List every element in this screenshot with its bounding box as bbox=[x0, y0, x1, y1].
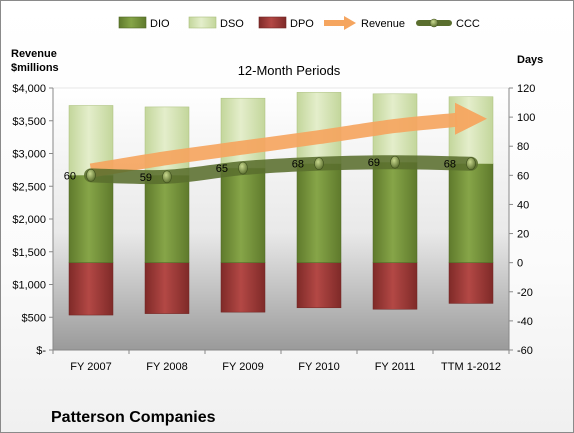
ccc-data-label: 60 bbox=[64, 170, 76, 182]
ccc-point bbox=[86, 169, 96, 182]
x-tick-label: TTM 1-2012 bbox=[441, 361, 501, 373]
bar-dpo bbox=[220, 262, 266, 313]
bar-dpo bbox=[296, 262, 342, 309]
ccc-point bbox=[466, 157, 476, 170]
bar-dio bbox=[296, 163, 342, 263]
right-tick-label: -20 bbox=[517, 287, 533, 299]
ccc-data-label: 69 bbox=[368, 157, 380, 169]
ccc-data-label: 68 bbox=[444, 159, 456, 171]
right-tick-label: 40 bbox=[517, 199, 529, 211]
revenue-arrow-head bbox=[455, 102, 487, 135]
chart-title: 12-Month Periods bbox=[238, 63, 341, 78]
revenue-arrow-shaft bbox=[89, 112, 458, 178]
legend-swatch-ccc-dot bbox=[429, 18, 439, 28]
right-tick-label: 0 bbox=[517, 258, 523, 270]
axes-layer: $- $500 $1,000 $1,500 $2,000 $2,500 $3,000 $3,5… bbox=[12, 83, 535, 373]
bars-layer bbox=[68, 92, 494, 316]
legend-label: Revenue bbox=[361, 18, 405, 30]
left-tick-label: $2,500 bbox=[12, 181, 46, 193]
legend-swatch-dpo bbox=[258, 16, 287, 29]
ccc-data-label: 59 bbox=[140, 172, 152, 184]
x-tick-label: FY 2011 bbox=[375, 361, 416, 373]
bar-dio bbox=[144, 175, 190, 263]
right-tick-label: 100 bbox=[517, 112, 535, 124]
ccc-data-label: 65 bbox=[216, 163, 228, 175]
legend-label: CCC bbox=[456, 18, 480, 30]
left-tick-label: $1,000 bbox=[12, 280, 46, 292]
plot-area bbox=[52, 87, 510, 351]
company-name: Patterson Companies bbox=[51, 409, 216, 426]
legend-swatch-revenue-head bbox=[344, 16, 356, 30]
ccc-point bbox=[390, 155, 400, 169]
ccc-data-label: 68 bbox=[292, 159, 304, 171]
left-tick-label: $500 bbox=[22, 312, 46, 324]
left-tick-label: $1,500 bbox=[12, 247, 46, 259]
bar-dso bbox=[220, 97, 266, 169]
bar-dpo bbox=[448, 262, 494, 304]
legend-swatch-dso bbox=[188, 16, 217, 29]
right-tick-label: -60 bbox=[517, 345, 533, 357]
lines-layer: 60 59 65 68 69 68 bbox=[64, 102, 487, 185]
x-tick-label: FY 2007 bbox=[70, 361, 111, 373]
ccc-point bbox=[314, 157, 324, 170]
ccc-point bbox=[162, 170, 172, 184]
left-axis-label-line: Revenue bbox=[11, 48, 57, 60]
right-tick-label: 20 bbox=[517, 229, 529, 241]
legend-label: DPO bbox=[290, 18, 314, 30]
left-tick-label: $4,000 bbox=[12, 83, 46, 95]
bar-dio bbox=[220, 167, 266, 263]
left-tick-label: $- bbox=[36, 345, 46, 357]
ccc-point bbox=[238, 161, 248, 175]
right-tick-label: -40 bbox=[517, 316, 533, 328]
left-tick-label: $3,000 bbox=[12, 149, 46, 161]
left-axis-label: Revenue $millions bbox=[11, 48, 59, 74]
legend-swatch-dio bbox=[118, 16, 147, 29]
legend-label: DSO bbox=[220, 18, 244, 30]
legend-label: DIO bbox=[150, 18, 170, 30]
left-axis-label-line: $millions bbox=[11, 62, 59, 74]
right-tick-label: 60 bbox=[517, 170, 529, 182]
x-tick-label: FY 2008 bbox=[146, 361, 187, 373]
bar-dpo bbox=[144, 262, 190, 314]
x-tick-label: FY 2010 bbox=[298, 361, 339, 373]
right-tick-label: 80 bbox=[517, 141, 529, 153]
x-tick-label: FY 2009 bbox=[222, 361, 263, 373]
bar-dio bbox=[448, 163, 494, 263]
right-tick-label: 120 bbox=[517, 83, 535, 95]
bar-dio bbox=[68, 175, 114, 263]
legend: DIO DSO DPO Revenue CCC bbox=[118, 16, 480, 30]
right-axis-label: Days bbox=[517, 54, 543, 66]
left-tick-label: $3,500 bbox=[12, 116, 46, 128]
left-tick-label: $2,000 bbox=[12, 214, 46, 226]
bar-dpo bbox=[372, 262, 418, 310]
ccc-line bbox=[84, 155, 478, 185]
bar-dio bbox=[372, 161, 418, 263]
bar-dpo bbox=[68, 262, 114, 316]
